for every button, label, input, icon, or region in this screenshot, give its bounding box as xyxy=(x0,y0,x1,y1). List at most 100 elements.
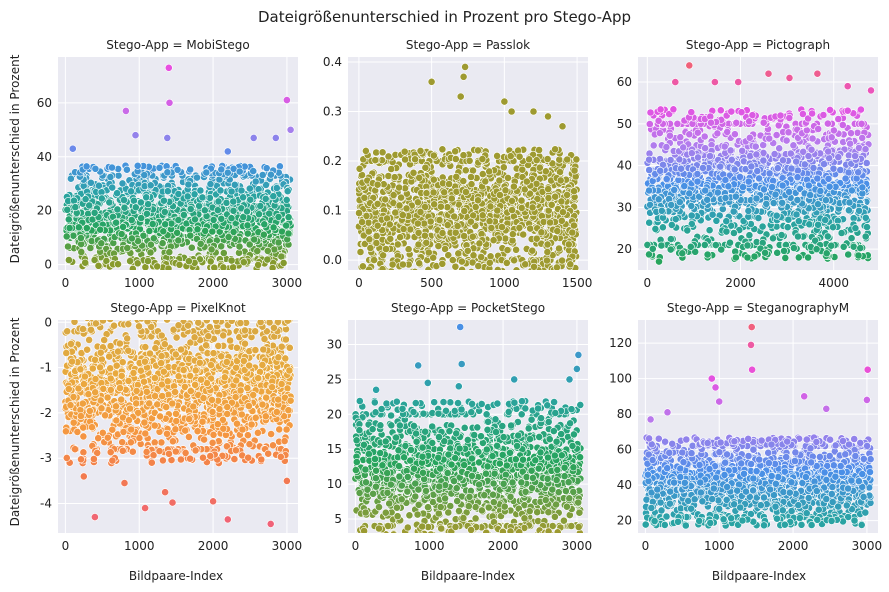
data-point xyxy=(108,163,116,172)
y-tick-label: 0.0 xyxy=(323,253,342,267)
data-point xyxy=(501,234,510,243)
data-point xyxy=(512,266,521,270)
data-point xyxy=(563,190,571,199)
x-tick-label: 500 xyxy=(420,276,443,290)
data-point xyxy=(451,155,460,163)
data-point xyxy=(711,78,719,86)
data-point xyxy=(358,218,366,226)
data-point xyxy=(529,107,538,116)
data-point xyxy=(70,196,78,205)
data-point xyxy=(743,253,752,262)
data-point xyxy=(208,227,217,236)
data-point xyxy=(186,231,195,240)
data-point xyxy=(667,200,676,209)
data-point xyxy=(699,163,707,172)
data-point xyxy=(792,157,801,166)
data-point xyxy=(237,186,246,195)
data-point xyxy=(239,258,248,267)
data-point xyxy=(841,174,850,183)
data-point xyxy=(64,215,73,224)
data-point xyxy=(662,143,671,151)
data-point xyxy=(478,211,487,220)
data-point xyxy=(649,141,658,150)
data-point xyxy=(679,143,688,152)
data-point xyxy=(429,253,438,262)
data-point xyxy=(420,231,429,240)
data-point xyxy=(398,211,407,219)
data-point xyxy=(814,125,823,133)
data-point xyxy=(77,248,86,256)
data-point xyxy=(145,227,154,235)
data-point xyxy=(254,260,262,269)
data-point xyxy=(498,223,506,231)
data-point xyxy=(227,256,236,265)
data-point xyxy=(495,191,504,199)
data-point xyxy=(738,146,747,155)
data-point xyxy=(274,212,283,221)
x-tick-label: 1000 xyxy=(124,539,155,553)
data-point xyxy=(849,242,858,251)
data-point xyxy=(396,233,404,242)
data-point xyxy=(364,218,373,227)
data-point xyxy=(844,168,853,177)
data-point xyxy=(762,199,771,208)
data-point xyxy=(434,242,443,250)
data-point xyxy=(249,133,258,142)
data-point xyxy=(146,181,155,190)
data-point xyxy=(547,200,556,209)
data-point xyxy=(131,131,140,140)
data-point xyxy=(184,180,193,189)
data-point xyxy=(515,223,524,232)
data-point xyxy=(759,118,768,127)
data-point xyxy=(372,239,381,247)
data-point xyxy=(397,193,405,202)
data-point xyxy=(486,202,495,211)
data-point xyxy=(387,165,396,173)
data-point xyxy=(555,244,563,253)
data-point xyxy=(489,236,498,245)
data-point xyxy=(691,247,700,256)
data-point xyxy=(127,216,136,224)
data-point xyxy=(468,258,477,267)
data-point xyxy=(686,242,695,251)
data-point xyxy=(258,171,267,179)
data-point xyxy=(861,145,870,154)
data-point xyxy=(395,183,403,192)
data-point xyxy=(748,111,757,120)
data-point xyxy=(526,189,534,198)
data-point xyxy=(119,222,127,231)
data-point xyxy=(543,155,552,163)
data-point xyxy=(65,256,73,264)
data-point xyxy=(504,173,512,182)
data-point xyxy=(265,209,274,218)
data-point xyxy=(249,167,258,175)
data-point xyxy=(834,153,843,162)
data-point xyxy=(508,230,517,239)
data-point xyxy=(528,246,537,255)
data-point xyxy=(467,180,476,189)
data-point xyxy=(245,240,254,249)
data-point xyxy=(395,201,404,210)
data-point xyxy=(718,205,727,213)
data-point xyxy=(724,182,733,191)
data-point xyxy=(108,183,117,192)
data-point xyxy=(355,209,363,217)
data-point xyxy=(447,194,456,203)
data-point xyxy=(91,164,100,173)
data-point xyxy=(823,232,832,241)
data-point xyxy=(97,239,106,248)
x-axis-label-1: Bildpaare-Index xyxy=(129,569,223,583)
data-point xyxy=(127,187,136,196)
data-point xyxy=(706,152,714,160)
data-point xyxy=(539,217,548,226)
data-point xyxy=(219,263,228,270)
data-point xyxy=(429,175,438,184)
data-point xyxy=(219,249,228,257)
data-point xyxy=(543,256,551,265)
data-point xyxy=(753,167,762,175)
data-point xyxy=(173,165,182,174)
data-point xyxy=(400,147,409,156)
data-point xyxy=(794,166,802,175)
data-point xyxy=(128,264,137,270)
data-point xyxy=(858,183,867,192)
